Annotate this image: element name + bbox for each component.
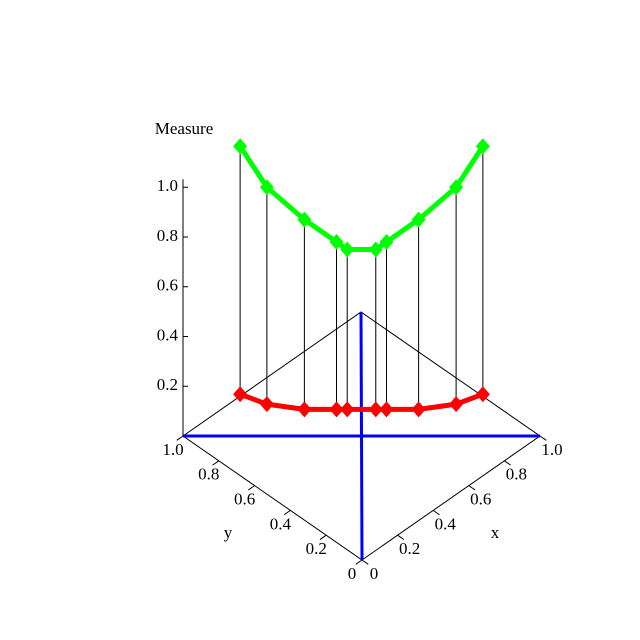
marker: [297, 211, 312, 228]
x-axis-label: x: [491, 523, 500, 542]
y-tick: [319, 534, 327, 540]
marker: [411, 211, 426, 228]
x-tick-label: 0.4: [435, 514, 457, 533]
y-tick-label: 1.0: [162, 440, 183, 459]
marker: [379, 233, 394, 250]
marker: [368, 241, 383, 258]
marker: [297, 401, 312, 418]
series-line: [238, 144, 485, 252]
marker: [329, 401, 344, 418]
x-tick-label: 0.2: [399, 539, 420, 558]
x-tick: [539, 435, 547, 441]
z-tick-label: 0.8: [157, 226, 178, 245]
x-tick-label: 0: [370, 564, 379, 583]
z-tick-label: 0.2: [157, 375, 178, 394]
y-tick: [212, 460, 220, 466]
y-tick: [283, 509, 291, 516]
marker: [329, 233, 344, 250]
marker: [259, 396, 274, 413]
marker: [411, 401, 426, 418]
marker: [233, 138, 248, 155]
x-tick-label: 0.8: [506, 465, 527, 484]
marker: [233, 386, 248, 403]
y-tick-label: 0.6: [234, 490, 255, 509]
z-axis-label: Measure: [155, 119, 214, 138]
y-tick-label: 0.2: [306, 539, 327, 558]
z-tick-label: 0.6: [157, 276, 178, 295]
marker: [475, 386, 490, 403]
marker: [340, 401, 355, 418]
marker: [368, 401, 383, 418]
y-axis-label: y: [224, 523, 233, 542]
marker: [449, 396, 464, 413]
y-tick: [248, 485, 255, 491]
y-tick-label: 0.4: [270, 514, 292, 533]
marker: [449, 179, 464, 196]
marker: [259, 179, 274, 196]
marker: [475, 138, 490, 155]
x-tick: [397, 534, 405, 540]
z-tick-label: 1.0: [157, 176, 178, 195]
marker: [379, 401, 394, 418]
x-tick: [504, 460, 511, 466]
base-line: [359, 311, 364, 561]
marker: [340, 241, 355, 258]
y-tick: [355, 559, 363, 565]
series-line: [239, 391, 484, 412]
x-tick-label: 1.0: [541, 440, 562, 459]
z-tick-label: 0.4: [157, 325, 179, 344]
x-tick-label: 0.6: [470, 490, 491, 509]
y-tick-label: 0: [348, 564, 357, 583]
x-tick: [432, 509, 440, 516]
x-tick: [468, 485, 476, 491]
y-tick-label: 0.8: [198, 465, 219, 484]
x-tick: [361, 559, 369, 565]
y-tick: [176, 435, 184, 441]
